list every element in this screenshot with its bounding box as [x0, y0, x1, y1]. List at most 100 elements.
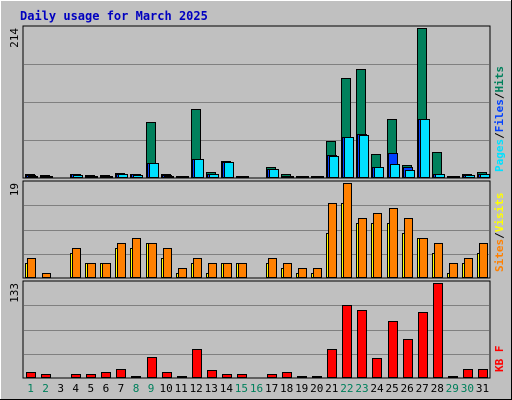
bar-sites-day-13: [208, 263, 217, 278]
x-label-day-19: 19: [295, 382, 308, 395]
bar-kbytes-day-28: [433, 283, 443, 378]
legend-entry-kb-f: KB F: [493, 346, 506, 373]
legend-separator: /: [493, 132, 506, 139]
y-max-label-bottom: 133: [8, 283, 21, 303]
x-label-day-21: 21: [325, 382, 338, 395]
bar-sites-day-20: [313, 268, 322, 278]
bar-sites-day-30: [464, 258, 473, 278]
bar-sites-day-6: [102, 263, 111, 278]
bar-kbytes-day-23: [357, 310, 367, 378]
bar-kbytes-day-15: [237, 374, 247, 378]
bar-kbytes-day-12: [192, 349, 202, 378]
bar-kbytes-day-5: [86, 374, 96, 378]
bar-kbytes-day-20: [312, 376, 322, 378]
bar-kbytes-day-6: [101, 372, 111, 378]
bar-sites-day-2: [42, 273, 51, 278]
bar-kbytes-day-7: [116, 369, 126, 378]
bar-kbytes-day-18: [282, 372, 292, 378]
x-label-day-12: 12: [190, 382, 203, 395]
x-label-day-5: 5: [87, 382, 94, 395]
bar-pages-day-28: [435, 174, 445, 178]
bar-pages-day-27: [420, 119, 430, 178]
bar-pages-day-1: [28, 176, 38, 178]
bar-pages-day-31: [480, 174, 490, 178]
bar-pages-day-12: [194, 159, 204, 178]
x-label-day-28: 28: [431, 382, 444, 395]
y-max-label-top: 214: [8, 28, 21, 48]
bar-sites-day-4: [72, 248, 81, 278]
bar-pages-day-25: [390, 164, 400, 178]
bar-kbytes-day-19: [297, 376, 307, 378]
bar-pages-day-8: [133, 175, 143, 178]
x-label-day-27: 27: [416, 382, 429, 395]
bar-pages-day-23: [359, 135, 369, 178]
bar-sites-day-23: [358, 218, 367, 278]
x-label-day-20: 20: [310, 382, 323, 395]
bar-sites-day-9: [148, 243, 157, 278]
bar-sites-day-21: [328, 203, 337, 278]
bar-sites-day-27: [419, 238, 428, 278]
x-label-day-18: 18: [280, 382, 293, 395]
y-max-label-middle: 19: [8, 183, 21, 196]
x-label-day-6: 6: [103, 382, 110, 395]
x-label-day-31: 31: [476, 382, 489, 395]
bar-kbytes-day-11: [177, 376, 187, 378]
bar-kbytes-day-22: [342, 305, 352, 378]
bar-pages-day-15: [239, 176, 249, 178]
bar-pages-day-18: [284, 176, 294, 178]
bar-sites-day-28: [434, 243, 443, 278]
legend-bottom: KB F: [493, 346, 506, 373]
legend-entry-visits: Visits: [493, 193, 506, 233]
bar-pages-day-2: [43, 176, 53, 178]
bar-sites-day-8: [132, 238, 141, 278]
bar-pages-day-9: [149, 163, 159, 178]
bar-pages-day-10: [164, 176, 174, 178]
legend-separator: /: [493, 232, 506, 239]
bar-sites-day-1: [27, 258, 36, 278]
bar-sites-day-19: [298, 268, 307, 278]
x-label-day-14: 14: [220, 382, 234, 395]
x-label-day-9: 9: [148, 382, 155, 395]
x-label-day-4: 4: [72, 382, 79, 395]
x-label-day-1: 1: [27, 382, 34, 395]
legend-entry-files: Files: [493, 99, 506, 132]
bar-sites-day-15: [238, 263, 247, 278]
x-label-day-25: 25: [385, 382, 398, 395]
x-label-day-2: 2: [42, 382, 49, 395]
x-label-day-3: 3: [57, 382, 64, 395]
legend-separator: /: [493, 92, 506, 99]
bar-pages-day-17: [269, 169, 279, 178]
bar-kbytes-day-17: [267, 374, 277, 378]
bar-sites-day-7: [117, 243, 126, 278]
x-label-day-7: 7: [118, 382, 125, 395]
bar-sites-day-11: [178, 268, 187, 278]
bar-pages-day-21: [329, 156, 339, 178]
bar-kbytes-day-1: [26, 372, 36, 378]
bar-sites-day-17: [268, 258, 277, 278]
x-label-day-29: 29: [446, 382, 459, 395]
bar-sites-day-24: [373, 213, 382, 278]
x-label-day-22: 22: [340, 382, 353, 395]
bar-pages-day-13: [209, 174, 219, 178]
x-label-day-16: 16: [250, 382, 263, 395]
bar-kbytes-day-29: [448, 376, 458, 378]
x-label-day-23: 23: [355, 382, 368, 395]
bar-sites-day-26: [404, 218, 413, 278]
legend-entry-sites: Sites: [493, 239, 506, 272]
bar-sites-day-25: [389, 208, 398, 278]
legend-entry-hits: Hits: [493, 66, 506, 93]
bar-kbytes-day-25: [388, 321, 398, 378]
bar-sites-day-29: [449, 263, 458, 278]
x-label-day-13: 13: [205, 382, 218, 395]
bar-kbytes-day-2: [41, 374, 51, 378]
bar-pages-day-20: [314, 176, 324, 178]
bar-pages-day-14: [224, 162, 234, 178]
bar-kbytes-day-26: [403, 339, 413, 378]
bar-pages-day-11: [179, 176, 189, 178]
bar-kbytes-day-4: [71, 374, 81, 378]
bar-kbytes-day-8: [131, 376, 141, 378]
x-label-day-26: 26: [400, 382, 413, 395]
x-label-day-15: 15: [235, 382, 248, 395]
